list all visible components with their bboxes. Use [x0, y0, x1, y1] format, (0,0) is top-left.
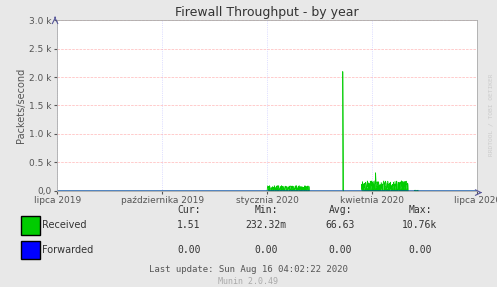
- Text: Last update: Sun Aug 16 04:02:22 2020: Last update: Sun Aug 16 04:02:22 2020: [149, 265, 348, 274]
- Text: 232.32m: 232.32m: [246, 220, 286, 230]
- Text: RRDTOOL / TOBI OETIKER: RRDTOOL / TOBI OETIKER: [488, 73, 493, 156]
- Text: Cur:: Cur:: [177, 205, 201, 215]
- Text: 1.51: 1.51: [177, 220, 201, 230]
- Text: Avg:: Avg:: [329, 205, 352, 215]
- Text: 0.00: 0.00: [329, 245, 352, 255]
- Text: Min:: Min:: [254, 205, 278, 215]
- Text: Received: Received: [42, 220, 87, 230]
- Text: 0.00: 0.00: [408, 245, 432, 255]
- Text: Munin 2.0.49: Munin 2.0.49: [219, 277, 278, 286]
- Text: Max:: Max:: [408, 205, 432, 215]
- Y-axis label: Packets/second: Packets/second: [16, 68, 26, 143]
- Text: Forwarded: Forwarded: [42, 245, 93, 255]
- Text: 0.00: 0.00: [254, 245, 278, 255]
- Text: 10.76k: 10.76k: [403, 220, 437, 230]
- Title: Firewall Throughput - by year: Firewall Throughput - by year: [175, 6, 359, 19]
- Text: 0.00: 0.00: [177, 245, 201, 255]
- Text: 66.63: 66.63: [326, 220, 355, 230]
